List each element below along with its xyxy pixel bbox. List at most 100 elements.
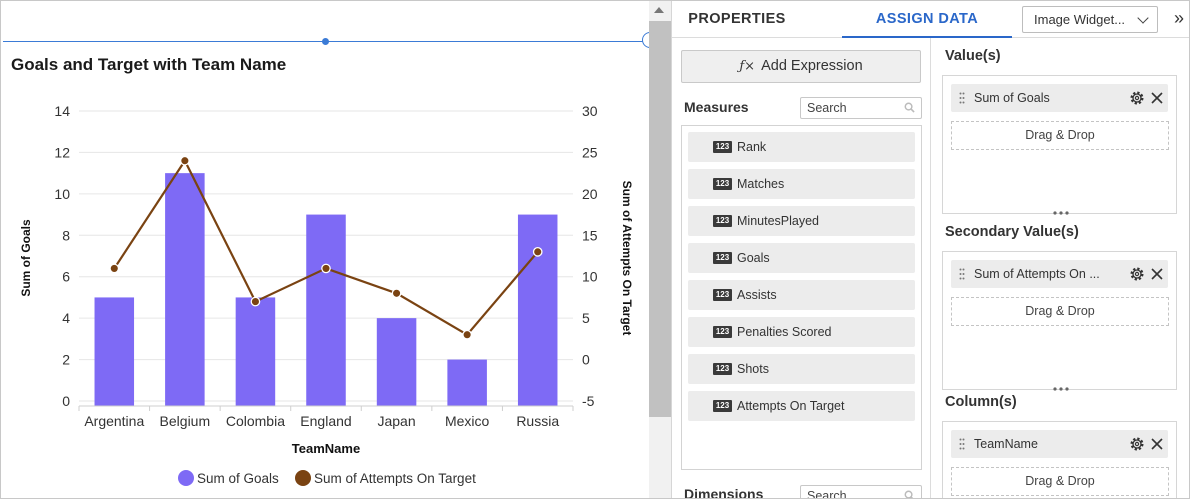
- x-tick-label: Belgium: [160, 413, 211, 429]
- measures-heading: Measures: [684, 99, 749, 115]
- measure-field[interactable]: 123 Goals: [688, 243, 915, 273]
- measure-field-label: MinutesPlayed: [737, 214, 819, 228]
- widget-type-value: Image Widget...: [1034, 12, 1126, 27]
- search-icon: [904, 102, 915, 113]
- gear-icon[interactable]: [1129, 90, 1145, 106]
- measure-field-label: Attempts On Target: [737, 399, 845, 413]
- measure-field[interactable]: 123 Matches: [688, 169, 915, 199]
- dimensions-search-input[interactable]: Search: [800, 485, 922, 499]
- collapse-panel-button[interactable]: »: [1173, 8, 1184, 28]
- close-icon[interactable]: [1149, 266, 1165, 282]
- line-point: [109, 263, 120, 274]
- secondary-values-chip[interactable]: Sum of Attempts On ...: [951, 260, 1168, 288]
- numeric-type-icon: 123: [713, 326, 732, 338]
- legend-label: Sum of Attempts On Target: [314, 471, 476, 486]
- search-icon: [904, 490, 914, 498]
- bar: [235, 297, 276, 406]
- y-tick-label: 10: [54, 186, 70, 202]
- line-point: [462, 329, 472, 340]
- y2-tick-label: 0: [582, 352, 590, 368]
- x-axis-title: TeamName: [292, 441, 360, 456]
- measure-field-label: Rank: [737, 140, 767, 154]
- gridlines: [79, 110, 573, 402]
- columns-drop-zone[interactable]: TeamName Drag & Drop: [942, 421, 1177, 498]
- bar: [165, 173, 205, 406]
- properties-panel: PROPERTIES ASSIGN DATA Image Widget... »…: [671, 1, 1189, 499]
- measure-field[interactable]: 123 Assists: [688, 280, 915, 310]
- measure-field-label: Shots: [737, 362, 769, 376]
- drag-grip-icon[interactable]: [959, 438, 965, 450]
- add-expression-button[interactable]: ƒ× Add Expression: [681, 50, 921, 83]
- bar: [517, 214, 558, 406]
- x-tick-label: Japan: [377, 413, 415, 429]
- line-point: [250, 296, 261, 307]
- dashboard-canvas: Goals and Target with Team Name 0 2 4 6 8 10 1…: [1, 1, 658, 498]
- drag-grip-icon[interactable]: [959, 92, 965, 104]
- numeric-type-icon: 123: [713, 400, 732, 412]
- tab-properties[interactable]: PROPERTIES: [688, 11, 786, 27]
- assigned-data-column: Value(s) Sum of Goals: [932, 38, 1189, 498]
- more-icon[interactable]: [1051, 210, 1071, 216]
- numeric-type-icon: 123: [713, 363, 732, 375]
- measures-search-input[interactable]: Search: [800, 97, 922, 119]
- drag-drop-target[interactable]: Drag & Drop: [951, 297, 1169, 326]
- measure-field[interactable]: 123 Rank: [688, 132, 915, 162]
- chip-label: Sum of Attempts On ...: [974, 267, 1100, 281]
- chevron-down-icon: [1137, 12, 1149, 24]
- line-series: [109, 155, 543, 340]
- measure-field[interactable]: 123 Shots: [688, 354, 915, 384]
- x-tick-label: Mexico: [445, 413, 490, 429]
- values-chip[interactable]: Sum of Goals: [951, 84, 1168, 112]
- scrollbar-thumb[interactable]: [649, 21, 671, 417]
- measure-field[interactable]: 123 Attempts On Target: [688, 391, 915, 421]
- y2-tick-label: 10: [582, 269, 598, 285]
- measure-field-label: Goals: [737, 251, 770, 265]
- numeric-type-icon: 123: [713, 141, 732, 153]
- x-tick-label: England: [300, 413, 351, 429]
- numeric-type-icon: 123: [713, 178, 732, 190]
- panel-tabbar: PROPERTIES ASSIGN DATA Image Widget... »: [672, 1, 1189, 38]
- close-icon[interactable]: [1149, 436, 1165, 452]
- tab-assign-data[interactable]: ASSIGN DATA: [842, 1, 1012, 38]
- measure-field[interactable]: 123 MinutesPlayed: [688, 206, 915, 236]
- legend-label: Sum of Goals: [197, 471, 279, 486]
- bar: [306, 214, 346, 406]
- widget-resize-handle[interactable]: [322, 38, 329, 45]
- bar: [447, 359, 487, 406]
- drag-grip-icon[interactable]: [959, 268, 965, 280]
- y-tick-label: 6: [62, 269, 70, 285]
- gear-icon[interactable]: [1129, 266, 1145, 282]
- search-placeholder: Search: [807, 489, 847, 499]
- values-drop-zone[interactable]: Sum of Goals Drag & Drop: [942, 75, 1177, 216]
- scroll-up-arrow-icon[interactable]: [654, 7, 664, 13]
- numeric-type-icon: 123: [713, 215, 732, 227]
- measure-field-label: Penalties Scored: [737, 325, 832, 339]
- gear-icon[interactable]: [1129, 436, 1145, 452]
- numeric-type-icon: 123: [713, 289, 732, 301]
- more-icon[interactable]: [1051, 386, 1071, 392]
- y2-tick-label: -5: [582, 393, 595, 409]
- secondary-values-drop-zone[interactable]: Sum of Attempts On ... Drag & Drop: [942, 251, 1177, 392]
- y-tick-label: 0: [62, 393, 70, 409]
- drag-drop-target[interactable]: Drag & Drop: [951, 467, 1169, 496]
- widget-type-select[interactable]: Image Widget...: [1022, 6, 1158, 33]
- add-expression-label: Add Expression: [761, 58, 863, 74]
- columns-chip[interactable]: TeamName: [951, 430, 1168, 458]
- drag-drop-target[interactable]: Drag & Drop: [951, 121, 1169, 150]
- close-icon[interactable]: [1149, 90, 1165, 106]
- y-tick-label: 4: [62, 310, 70, 326]
- measure-field[interactable]: 123 Penalties Scored: [688, 317, 915, 347]
- bar: [94, 297, 135, 406]
- columns-heading: Column(s): [945, 394, 1017, 410]
- y2-axis-title: Sum of Attempts On Target: [620, 181, 634, 336]
- chart-title: Goals and Target with Team Name: [11, 55, 287, 74]
- y-tick-label: 14: [54, 103, 70, 119]
- line-point: [321, 263, 331, 274]
- measure-field-label: Matches: [737, 177, 785, 191]
- measure-field-label: Assists: [737, 288, 777, 302]
- y2-tick-label: 20: [582, 186, 598, 202]
- chart-legend: Sum of Goals Sum of Attempts On Target: [178, 470, 476, 486]
- chip-label: TeamName: [974, 437, 1038, 451]
- x-tick-label: Argentina: [84, 413, 144, 429]
- canvas-scrollbar[interactable]: [649, 1, 671, 498]
